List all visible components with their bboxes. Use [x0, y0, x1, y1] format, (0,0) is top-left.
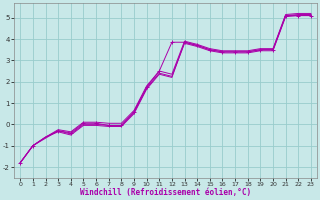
X-axis label: Windchill (Refroidissement éolien,°C): Windchill (Refroidissement éolien,°C) [80, 188, 251, 197]
